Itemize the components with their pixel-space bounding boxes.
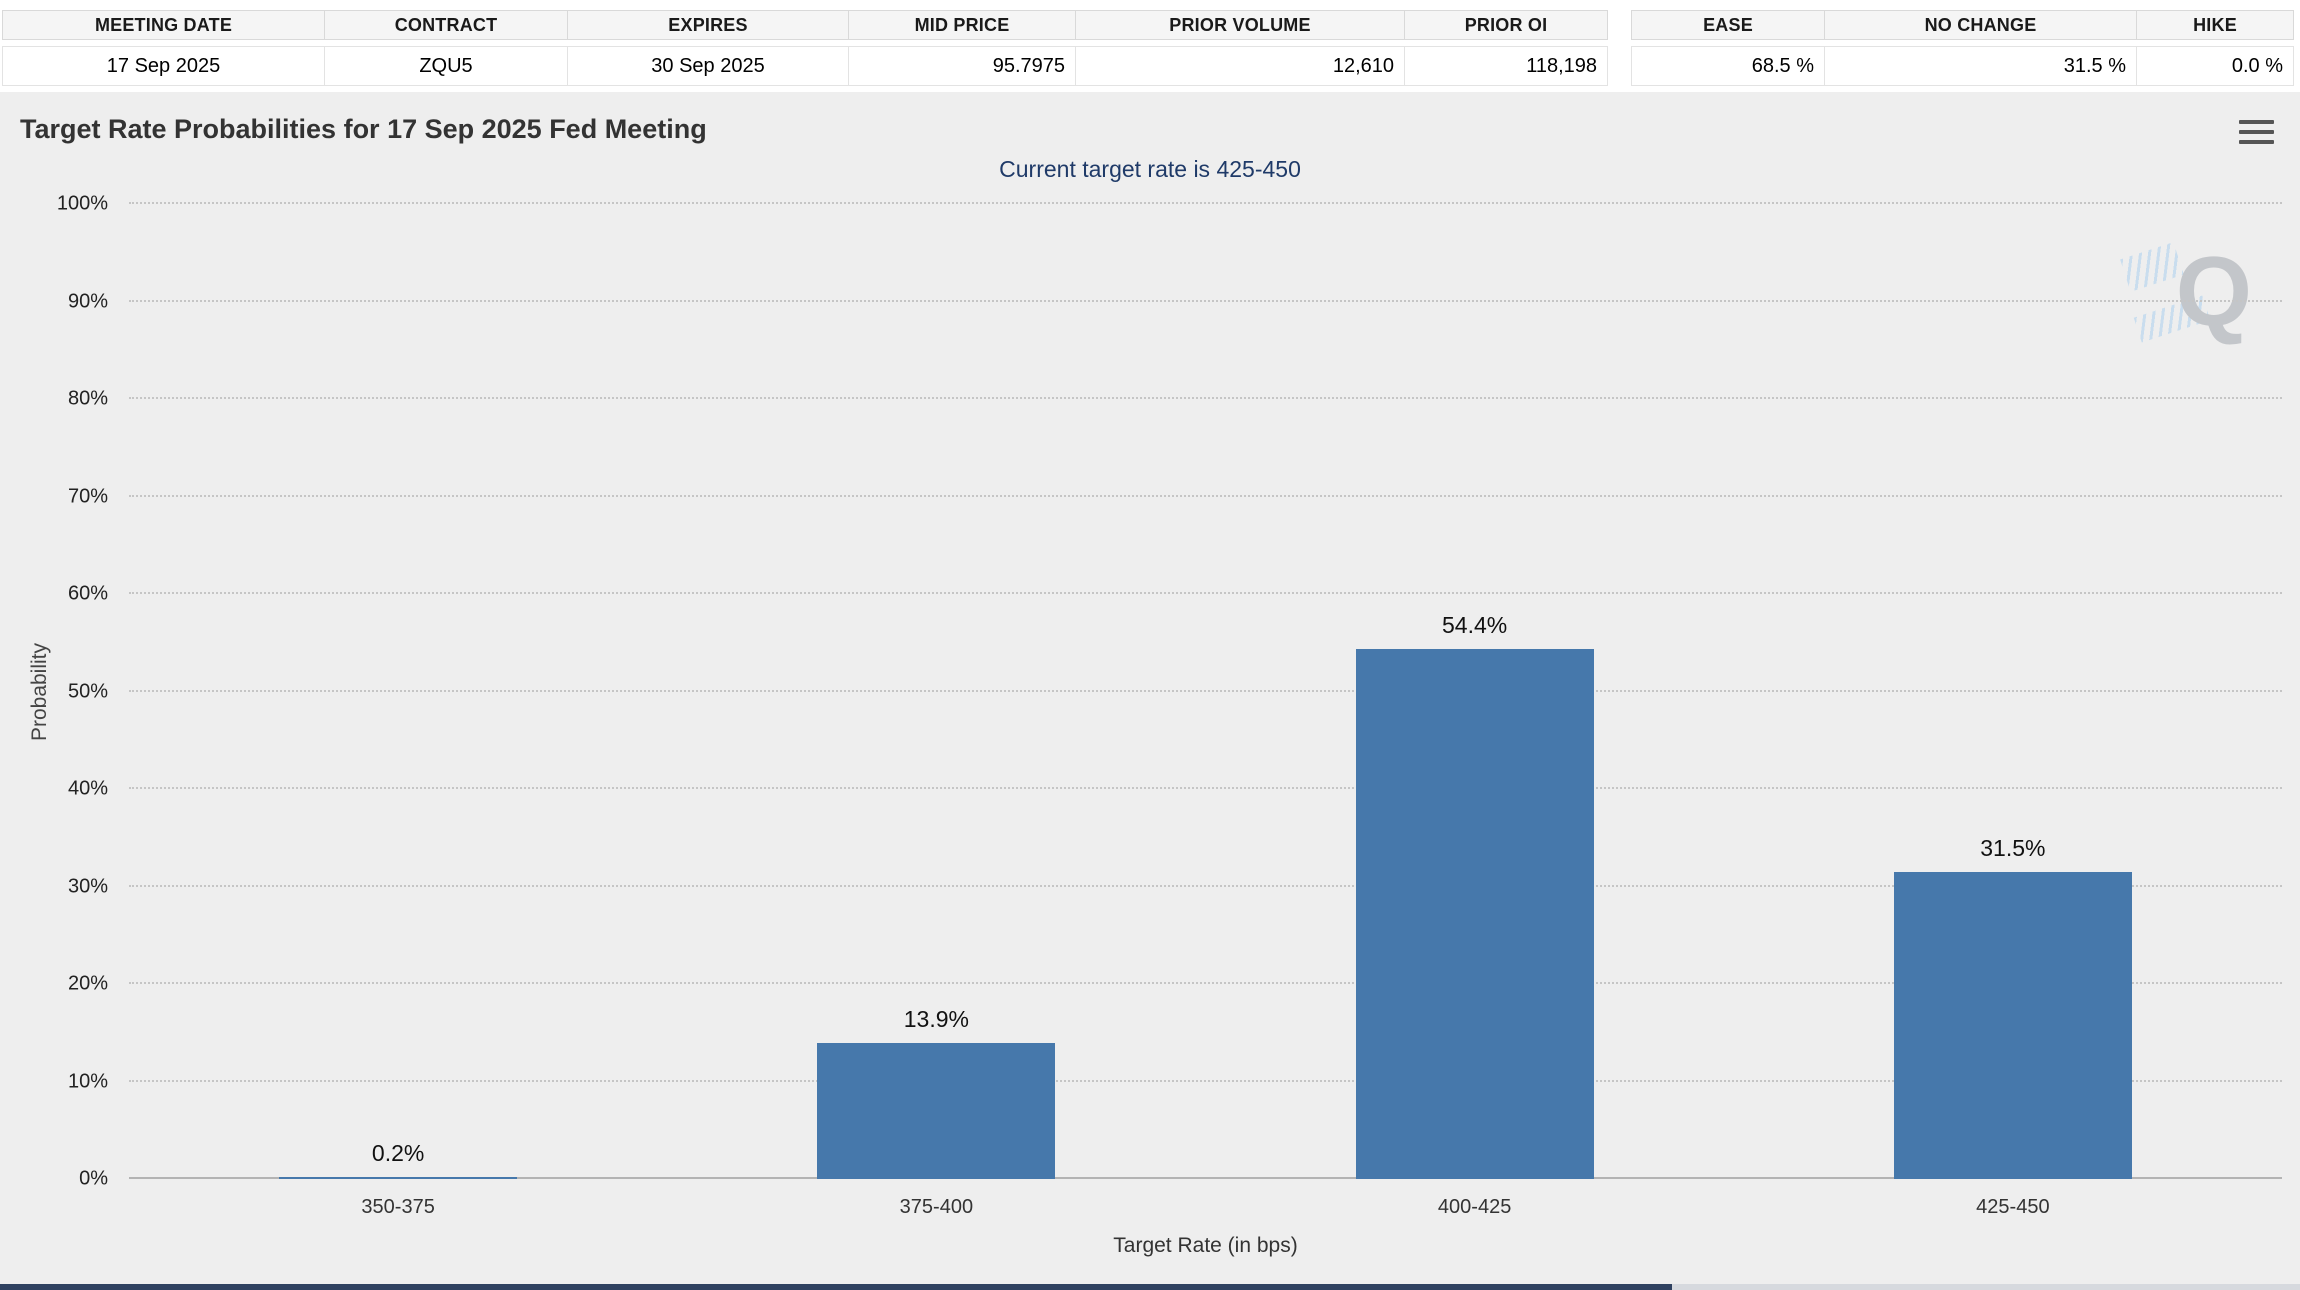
y-tick-label: 30%: [67, 875, 108, 897]
y-tick-label: 60%: [67, 582, 108, 605]
y-tick-label: 100%: [56, 192, 108, 215]
gridline: [129, 202, 2282, 204]
bar-value-label: 13.9%: [903, 1006, 969, 1033]
move-probability-header-row: EASE NO CHANGE HIKE: [1631, 10, 2294, 40]
plot-area: 0.2% 13.9% 54.4% 31.5%: [129, 202, 2282, 1179]
y-tick-label: 70%: [67, 485, 108, 507]
y-tick-label: 0%: [79, 1167, 108, 1190]
header-hike: HIKE: [2136, 10, 2294, 40]
bar-value-label: 54.4%: [1442, 611, 1508, 638]
top-tables: MEETING DATE CONTRACT EXPIRES MID PRICE PRIO…: [2, 10, 2294, 86]
quikstrike-watermark-icon: Q: [2120, 236, 2252, 362]
value-ease: 68.5 %: [1631, 46, 1825, 86]
value-no-change: 31.5 %: [1824, 46, 2137, 86]
y-tick-label: 20%: [67, 972, 108, 995]
x-tick-label: 375-400: [899, 1196, 974, 1218]
header-prior-oi: PRIOR OI: [1404, 10, 1608, 40]
contract-info-table: MEETING DATE CONTRACT EXPIRES MID PRICE PRIO…: [2, 10, 1608, 86]
header-no-change: NO CHANGE: [1824, 10, 2137, 40]
table-gap: [1608, 10, 1631, 86]
footer-strip: [0, 1284, 1672, 1290]
gridline: [129, 689, 2282, 692]
gridline: [129, 494, 2282, 497]
move-probability-table: EASE NO CHANGE HIKE 68.5 % 31.5 % 0.0 %: [1631, 10, 2294, 86]
bar-425-450[interactable]: [1893, 871, 2132, 1179]
header-contract: CONTRACT: [324, 10, 568, 40]
contract-info-header-row: MEETING DATE CONTRACT EXPIRES MID PRICE PRIO…: [2, 10, 1608, 40]
x-axis-labels: 350-375 375-400 400-425 425-450: [129, 1196, 2282, 1224]
x-tick-label: 425-450: [1976, 1196, 2050, 1218]
gridline: [129, 592, 2282, 594]
footer-strip-light: [1672, 1284, 2300, 1290]
x-tick-label: 400-425: [1437, 1196, 1512, 1218]
value-prior-volume: 12,610: [1075, 46, 1405, 86]
bar-value-label: 31.5%: [1980, 834, 2046, 861]
y-tick-label: 90%: [67, 290, 108, 312]
watermark-letter: Q: [2175, 236, 2252, 346]
value-expires: 30 Sep 2025: [567, 46, 849, 86]
y-tick-label: 50%: [67, 680, 108, 702]
gridline: [129, 299, 2282, 302]
chart-subtitle: Current target rate is 425-450: [999, 156, 1301, 182]
bar-375-400[interactable]: [817, 1043, 1056, 1179]
hamburger-menu-icon[interactable]: [2239, 120, 2274, 144]
header-mid-price: MID PRICE: [848, 10, 1076, 40]
hamburger-line: [2239, 120, 2274, 124]
y-tick-label: 40%: [67, 777, 108, 800]
gridline: [129, 787, 2282, 789]
value-meeting-date: 17 Sep 2025: [2, 46, 325, 86]
contract-info-value-row: 17 Sep 2025 ZQU5 30 Sep 2025 95.7975 12,610 1…: [2, 46, 1608, 86]
header-meeting-date: MEETING DATE: [2, 10, 325, 40]
y-tick-label: 80%: [67, 387, 108, 410]
target-rate-probability-chart: Target Rate Probabilities for 17 Sep 202…: [0, 92, 2300, 1290]
bar-400-425[interactable]: [1355, 648, 1594, 1179]
value-contract: ZQU5: [324, 46, 568, 86]
move-probability-value-row: 68.5 % 31.5 % 0.0 %: [1631, 46, 2294, 86]
gridline: [129, 884, 2282, 887]
gridline: [129, 982, 2282, 984]
header-ease: EASE: [1631, 10, 1825, 40]
value-mid-price: 95.7975: [848, 46, 1076, 86]
x-axis-title: Target Rate (in bps): [1113, 1234, 1298, 1257]
chart-title: Target Rate Probabilities for 17 Sep 202…: [20, 114, 707, 144]
bar-value-label: 0.2%: [371, 1140, 425, 1166]
hamburger-line: [2239, 140, 2274, 144]
x-tick-label: 350-375: [361, 1196, 435, 1218]
y-tick-label: 10%: [67, 1070, 108, 1092]
hamburger-line: [2239, 130, 2274, 134]
y-axis-labels: 0% 10% 20% 30% 40% 50% 60% 70% 80% 90% 100%: [0, 193, 114, 1190]
bar-350-375[interactable]: [279, 1177, 518, 1179]
header-expires: EXPIRES: [567, 10, 849, 40]
gridline: [129, 1079, 2282, 1082]
header-prior-volume: PRIOR VOLUME: [1075, 10, 1405, 40]
value-prior-oi: 118,198: [1404, 46, 1608, 86]
x-axis-line: [129, 1177, 2282, 1179]
value-hike: 0.0 %: [2136, 46, 2294, 86]
gridline: [129, 397, 2282, 399]
